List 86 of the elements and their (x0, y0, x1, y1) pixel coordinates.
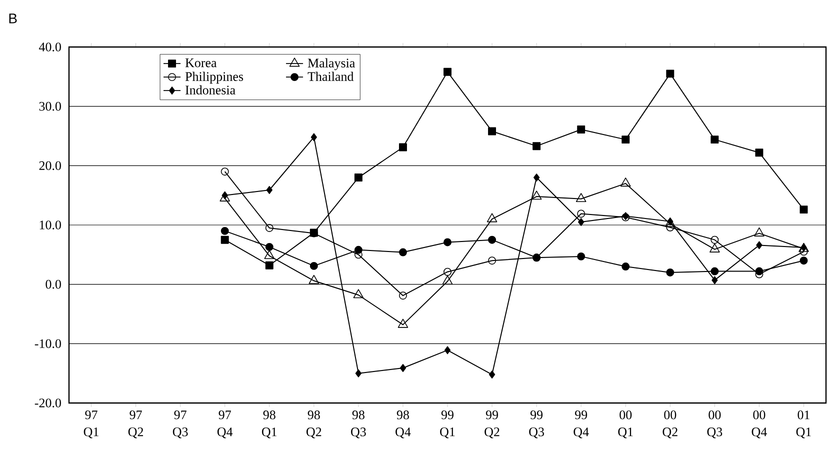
point (710, 243, 720, 252)
point (710, 136, 719, 144)
point (310, 133, 318, 142)
point (800, 248, 808, 256)
y-tick-label: -20.0 (34, 398, 61, 408)
point (354, 246, 362, 254)
point (577, 125, 586, 134)
point (531, 190, 542, 200)
x-tick-label: 98 Q3 (351, 410, 366, 438)
x-tick-label: 99 Q1 (440, 410, 455, 438)
point (488, 256, 496, 265)
point (353, 289, 364, 298)
point (486, 213, 498, 222)
point (265, 261, 274, 270)
point (755, 148, 764, 157)
point (444, 346, 451, 354)
point (754, 227, 764, 236)
x-tick-label: 97 Q4 (217, 410, 233, 438)
x-tick-label: 99 Q2 (484, 410, 500, 438)
point (800, 206, 808, 214)
point (756, 241, 762, 250)
point (622, 262, 630, 271)
point (444, 268, 452, 276)
x-tick-label: 98 Q4 (396, 410, 411, 438)
point (220, 226, 229, 235)
point (622, 136, 630, 144)
point (266, 186, 272, 194)
point (533, 174, 540, 182)
point (264, 250, 275, 259)
point (710, 267, 719, 276)
point (710, 236, 719, 244)
x-tick-label: 00 Q4 (752, 410, 767, 438)
point (442, 275, 453, 285)
point (444, 238, 452, 246)
y-tick-label: 30.0 (39, 102, 61, 111)
point (532, 142, 541, 150)
point (800, 256, 808, 265)
x-tick-label: 00 Q3 (707, 410, 722, 438)
y-tick-label: 10.0 (40, 220, 61, 230)
point (666, 70, 674, 78)
point (576, 193, 586, 202)
y-tick-label: -10.0 (34, 339, 61, 348)
y-tick-label: 0.0 (46, 280, 61, 289)
point (354, 174, 362, 182)
legend-label: Indonesia (185, 85, 236, 94)
point (488, 236, 496, 244)
legend-label: Thailand (308, 72, 354, 81)
point (398, 248, 407, 256)
x-tick-label: 97 Q3 (172, 410, 188, 438)
point (488, 127, 496, 136)
point (444, 68, 452, 76)
point (398, 143, 407, 152)
point (578, 218, 584, 226)
x-tick-label: 99 Q4 (574, 410, 589, 438)
x-tick-label: 98 Q2 (306, 410, 322, 438)
legend-label: Korea (185, 58, 217, 68)
point (398, 318, 408, 328)
legend-label: Philippines (185, 72, 244, 84)
point (355, 369, 362, 378)
point (398, 292, 407, 300)
point (400, 364, 406, 372)
x-tick-label: 97 Q2 (128, 410, 144, 438)
point (308, 274, 320, 284)
y-tick-label: 40.0 (38, 42, 61, 52)
point (265, 224, 274, 232)
x-tick-label: 01 Q1 (796, 410, 811, 438)
x-tick-label: 00 Q1 (618, 410, 633, 438)
point (488, 370, 496, 379)
x-tick-label: 98 Q1 (262, 410, 277, 438)
point (620, 178, 631, 187)
point (265, 242, 274, 251)
point (310, 262, 318, 270)
point (755, 267, 764, 276)
x-tick-label: 00 Q2 (662, 410, 678, 438)
point (666, 268, 674, 276)
point (577, 210, 586, 218)
x-tick-label: 99 Q3 (529, 410, 544, 438)
legend-label: Malaysia (308, 58, 355, 70)
chart-title: B (9, 14, 17, 24)
point (220, 168, 229, 176)
point (220, 236, 229, 244)
y-tick-label: 20.0 (39, 161, 61, 170)
point (666, 223, 674, 232)
x-tick-label: 97 Q1 (84, 410, 98, 438)
point (712, 276, 718, 284)
point (577, 252, 586, 260)
